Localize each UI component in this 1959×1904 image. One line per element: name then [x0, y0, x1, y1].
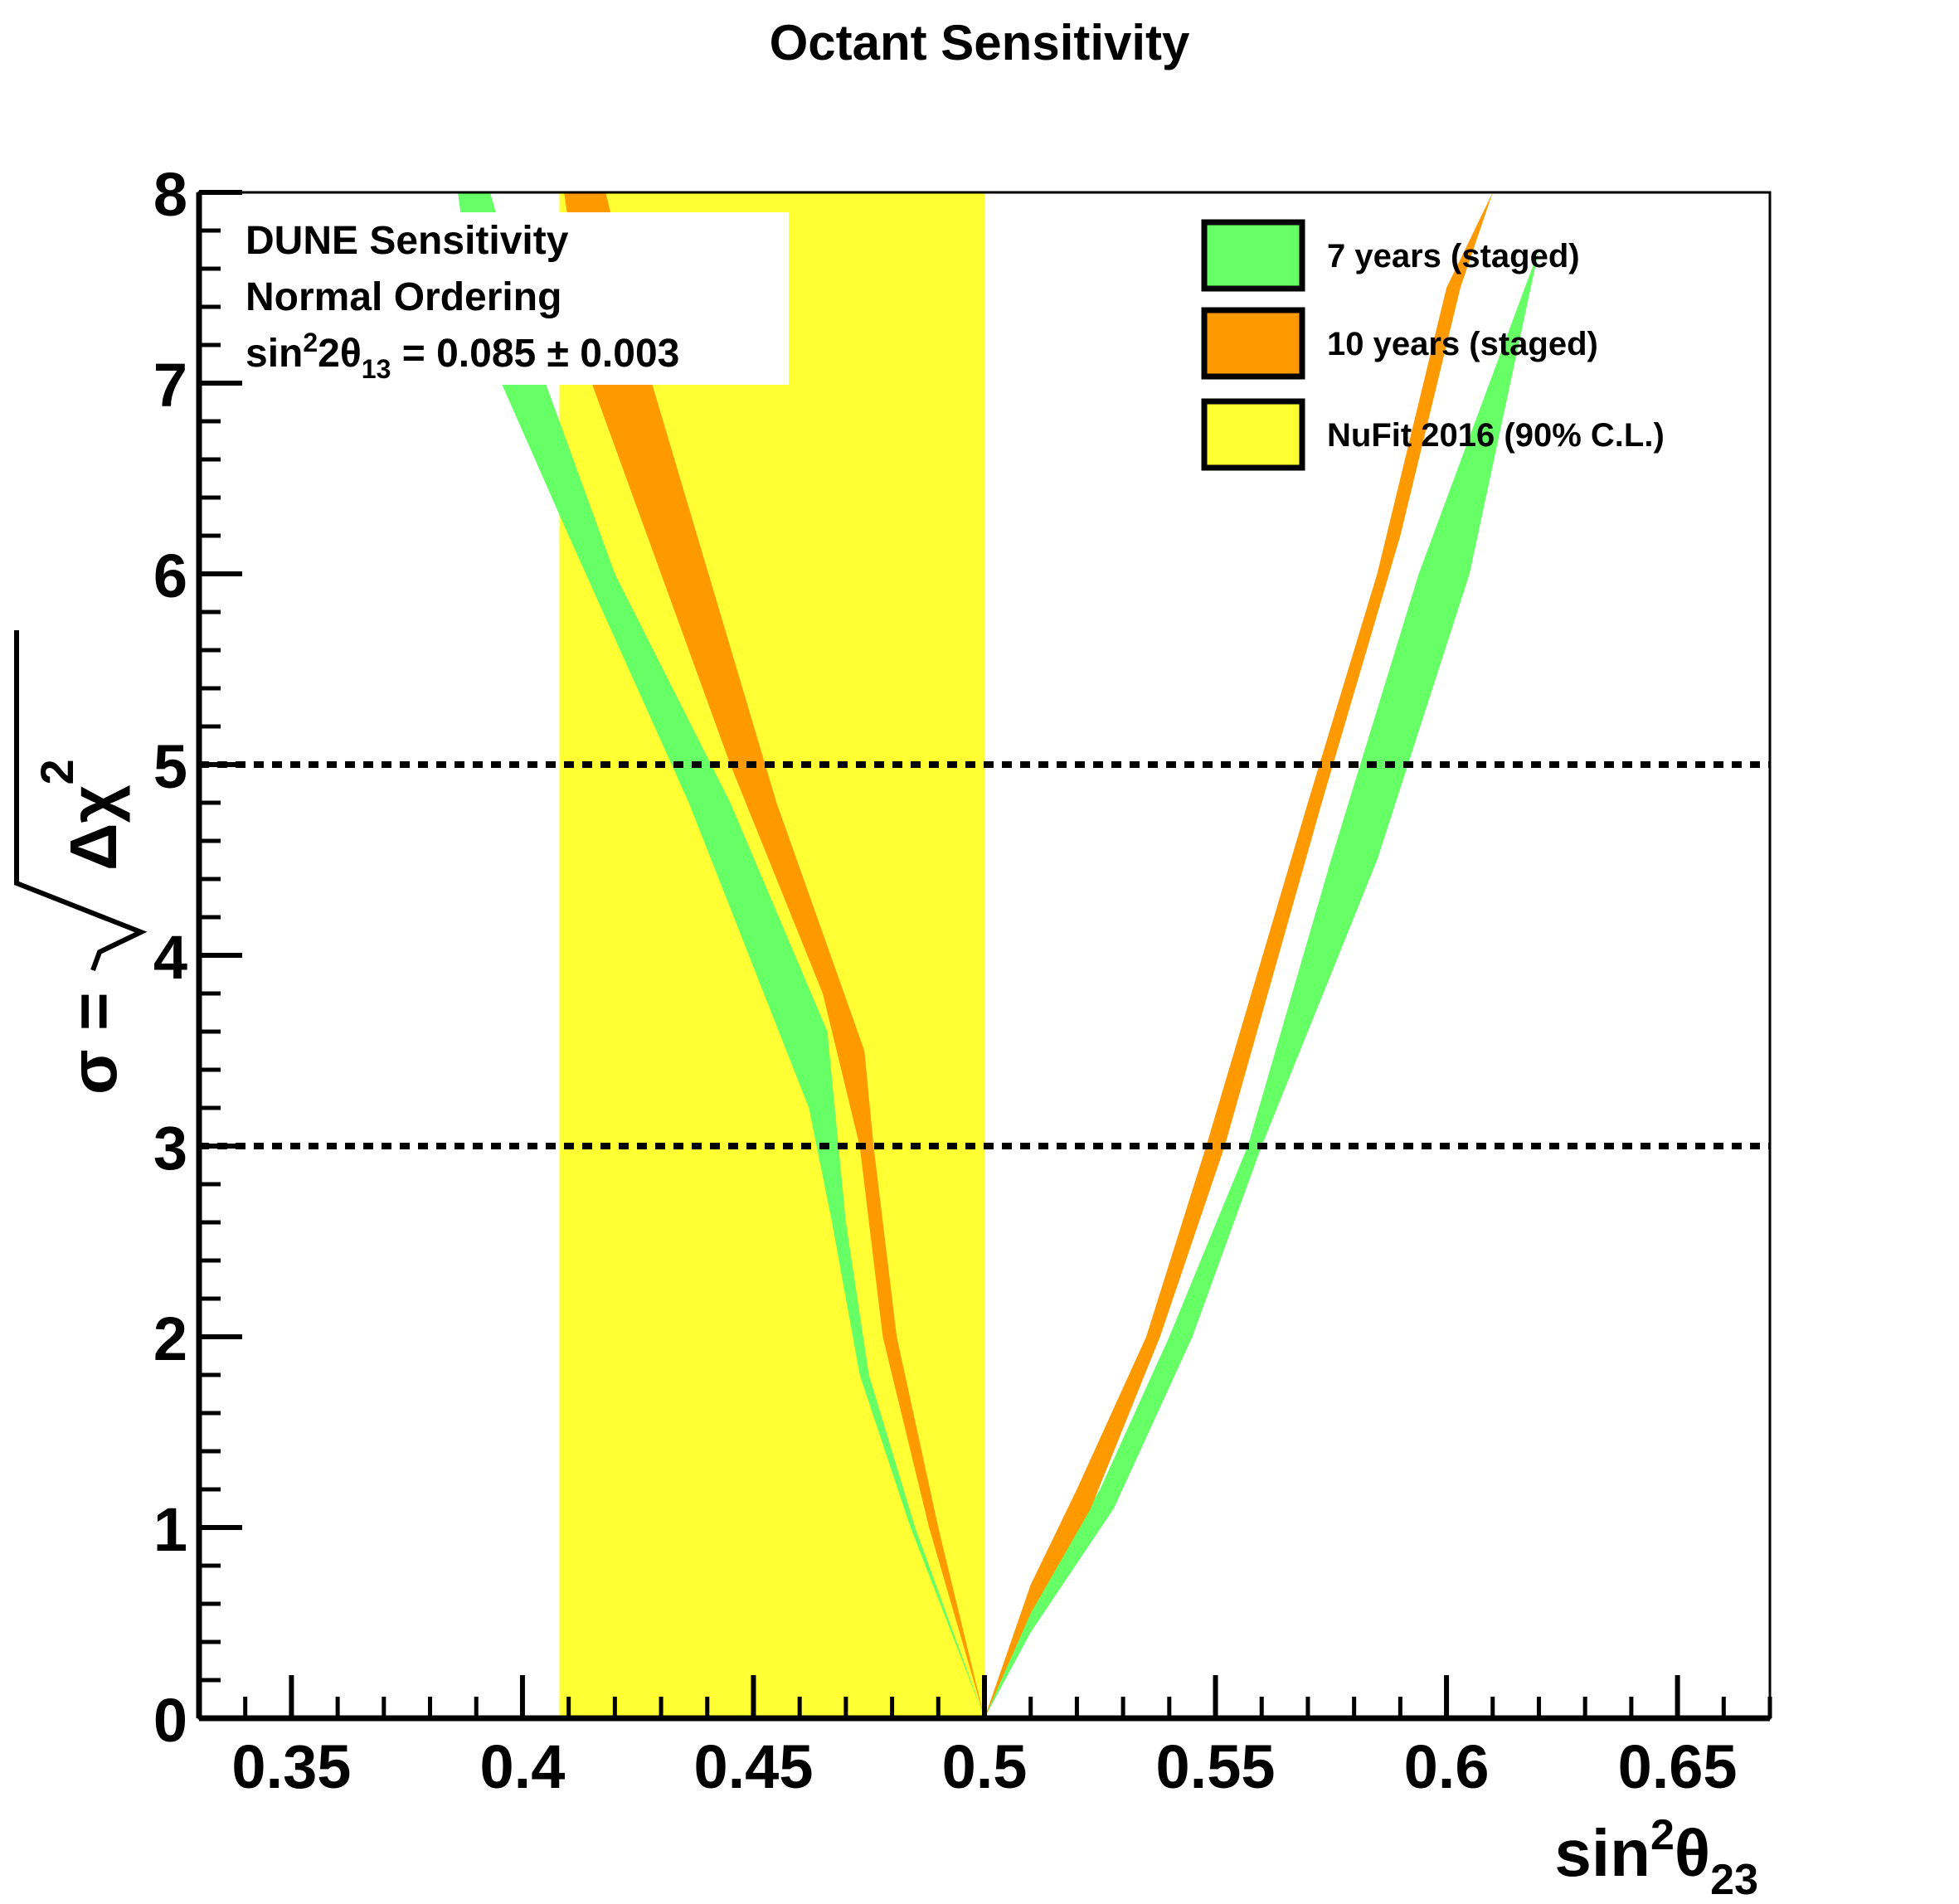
radical-sign — [14, 630, 148, 972]
x-tick-label: 0.5 — [942, 1732, 1028, 1801]
x-tick-label: 0.6 — [1404, 1732, 1490, 1801]
x-tick-label: 0.55 — [1156, 1732, 1276, 1801]
axes-layer: DUNE Sensitivity Normal Ordering sin22θ13 … — [14, 160, 1772, 1904]
y-tick-label: 4 — [153, 923, 187, 992]
y-tick-label: 7 — [153, 351, 187, 420]
y-axis-title-radicand: Δχ2 — [31, 759, 130, 871]
chart-title: Octant Sensitivity — [770, 15, 1190, 70]
legend-swatch — [1201, 219, 1305, 292]
y-tick-label: 1 — [153, 1495, 187, 1564]
y-tick-label: 2 — [153, 1304, 187, 1373]
y-tick-label: 0 — [153, 1686, 187, 1755]
y-axis-title: σ = Δχ2 — [14, 630, 148, 1095]
y-axis-title-prefix: σ = — [56, 992, 130, 1095]
legend-label: NuFit 2016 (90% C.L.) — [1327, 417, 1665, 454]
legend-label: 10 years (staged) — [1327, 326, 1598, 362]
seven-year-band-right — [984, 192, 1586, 1718]
legend-swatch — [1201, 398, 1305, 471]
x-tick-label: 0.45 — [693, 1732, 813, 1801]
info-line-experiment: DUNE Sensitivity — [245, 219, 569, 263]
seven-year-band-left — [458, 192, 984, 1718]
info-box — [222, 212, 789, 385]
x-axis-title: sin2θ23 — [1554, 1811, 1758, 1904]
legend-label: 7 years (staged) — [1327, 238, 1580, 274]
legend-swatch — [1201, 307, 1305, 380]
plot-area — [458, 192, 1586, 1718]
info-line-ordering: Normal Ordering — [245, 275, 561, 319]
x-tick-label: 0.35 — [231, 1732, 351, 1801]
info-line-theta13: sin22θ13 = 0.085 ± 0.003 — [245, 328, 679, 384]
y-tick-label: 3 — [153, 1114, 187, 1183]
ten-year-band-right — [984, 192, 1493, 1718]
y-tick-label: 8 — [153, 160, 187, 229]
x-tick-label: 0.65 — [1618, 1732, 1738, 1801]
y-tick-label: 5 — [153, 732, 187, 801]
x-tick-label: 0.4 — [480, 1732, 566, 1801]
ten-year-band-left — [564, 192, 984, 1718]
y-tick-label: 6 — [153, 542, 187, 610]
